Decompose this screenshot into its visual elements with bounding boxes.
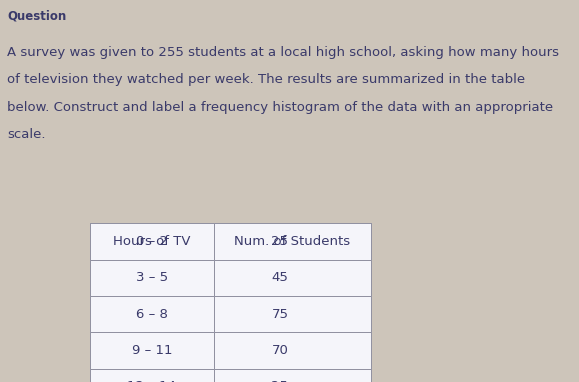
Bar — [214, 296, 371, 332]
Bar — [90, 369, 214, 382]
Bar — [90, 223, 214, 260]
Text: Num. of Students: Num. of Students — [234, 235, 350, 248]
Text: 70: 70 — [272, 344, 288, 357]
Bar — [214, 369, 371, 382]
Text: of television they watched per week. The results are summarized in the table: of television they watched per week. The… — [7, 73, 525, 86]
Text: 45: 45 — [272, 271, 288, 285]
Text: 75: 75 — [272, 308, 288, 321]
Text: 25: 25 — [272, 380, 288, 382]
Bar — [214, 223, 371, 260]
Text: 12 – 14: 12 – 14 — [127, 380, 177, 382]
Text: A survey was given to 255 students at a local high school, asking how many hours: A survey was given to 255 students at a … — [7, 46, 559, 59]
Bar — [90, 260, 214, 296]
Text: Hours of TV: Hours of TV — [113, 235, 190, 248]
Bar — [214, 332, 371, 369]
Bar — [214, 223, 371, 260]
Text: Question: Question — [7, 10, 66, 23]
Bar — [214, 260, 371, 296]
Text: scale.: scale. — [7, 128, 45, 141]
Bar — [90, 332, 214, 369]
Text: 3 – 5: 3 – 5 — [136, 271, 168, 285]
Text: 9 – 11: 9 – 11 — [132, 344, 172, 357]
Bar — [90, 223, 214, 260]
Text: 6 – 8: 6 – 8 — [136, 308, 168, 321]
Text: below. Construct and label a frequency histogram of the data with an appropriate: below. Construct and label a frequency h… — [7, 101, 553, 114]
Text: 25: 25 — [272, 235, 288, 248]
Text: 0 – 2: 0 – 2 — [136, 235, 168, 248]
Bar — [90, 296, 214, 332]
